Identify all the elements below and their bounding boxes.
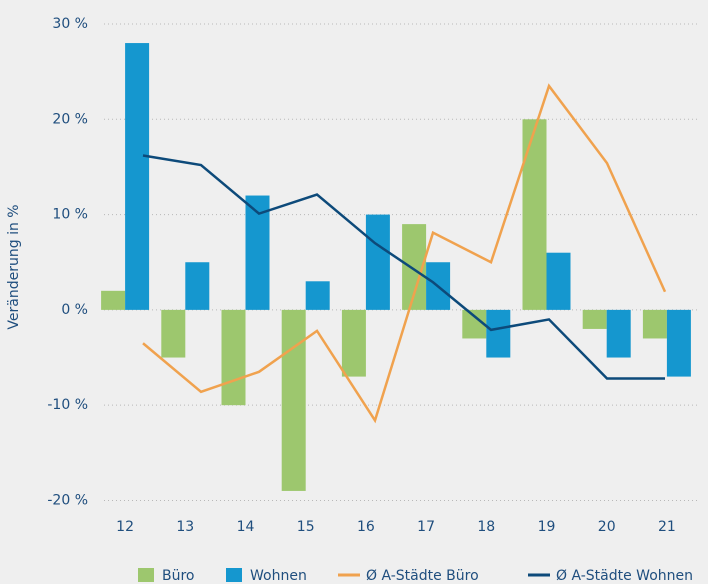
legend-swatch <box>138 568 154 582</box>
bar <box>101 290 126 310</box>
bar <box>341 309 366 377</box>
x-tick-label: 18 <box>477 519 495 535</box>
x-tick-label: 16 <box>357 519 375 535</box>
bar <box>161 309 186 358</box>
bar <box>245 195 270 310</box>
y-tick-label: -10 % <box>47 397 88 413</box>
bar <box>486 309 511 358</box>
y-axis-label: Veränderung in % <box>6 204 22 329</box>
line <box>142 154 665 380</box>
bar <box>606 309 631 358</box>
y-tick-label: 20 % <box>52 111 88 127</box>
bar <box>666 309 691 377</box>
x-tick-label: 20 <box>598 519 616 535</box>
x-tick-label: 13 <box>176 519 194 535</box>
bar <box>125 43 150 310</box>
legend-label: Ø A-Städte Büro <box>366 568 479 584</box>
bar <box>221 309 246 406</box>
bar <box>185 262 210 310</box>
y-tick-label: 30 % <box>52 16 88 32</box>
bar <box>582 309 607 329</box>
legend-label: Ø A-Städte Wohnen <box>556 568 693 584</box>
x-tick-label: 19 <box>538 519 556 535</box>
legend-label: Wohnen <box>250 568 307 584</box>
bar <box>365 214 390 310</box>
y-tick-label: 0 % <box>61 302 88 318</box>
x-tick-label: 17 <box>417 519 435 535</box>
legend-swatch <box>226 568 242 582</box>
x-tick-label: 14 <box>237 519 255 535</box>
bar <box>642 309 667 339</box>
bar <box>546 252 571 310</box>
x-tick-label: 21 <box>658 519 676 535</box>
bar <box>281 309 306 491</box>
bar <box>305 281 330 310</box>
y-tick-label: -20 % <box>47 492 88 508</box>
bar <box>522 119 547 310</box>
x-tick-label: 12 <box>116 519 134 535</box>
x-tick-label: 15 <box>297 519 315 535</box>
legend-label: Büro <box>162 568 195 584</box>
line <box>142 83 667 424</box>
y-tick-label: 10 % <box>52 207 88 223</box>
